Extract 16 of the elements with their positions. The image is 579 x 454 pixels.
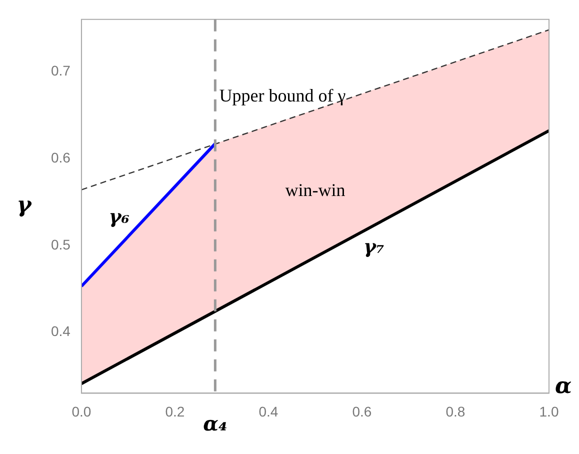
x-tick-label: 0.6 <box>352 403 372 420</box>
x-tick-label: 0.8 <box>446 403 466 420</box>
annotation: win-win <box>285 180 346 200</box>
y-tick-label: 0.5 <box>50 236 71 252</box>
y-axis-title: γ <box>16 192 33 218</box>
ref-line-label: α₄ <box>203 411 228 436</box>
y-tick-label: 0.7 <box>50 62 71 78</box>
x-tick-label: 0.0 <box>72 403 92 420</box>
series-label: γ₇ <box>364 236 384 258</box>
x-tick-label: 0.4 <box>258 403 278 420</box>
series-label: Upper bound of γ <box>219 86 346 106</box>
x-tick-label: 1.0 <box>539 403 559 420</box>
series-label: γ₆ <box>108 206 130 228</box>
y-tick-label: 0.6 <box>50 149 71 166</box>
y-tick-label: 0.4 <box>50 323 71 340</box>
x-tick-label: 0.2 <box>165 403 185 420</box>
